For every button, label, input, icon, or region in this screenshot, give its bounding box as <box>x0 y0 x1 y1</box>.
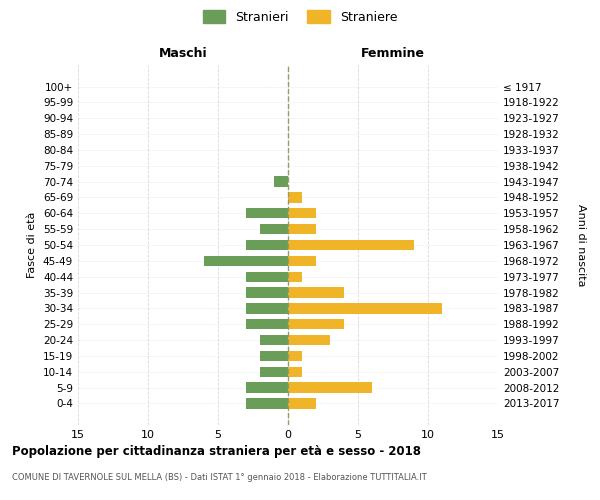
Bar <box>246 240 288 250</box>
Bar <box>288 192 302 202</box>
Text: Femmine: Femmine <box>361 47 425 60</box>
Legend: Stranieri, Straniere: Stranieri, Straniere <box>199 6 401 28</box>
Bar <box>288 335 330 345</box>
Bar <box>288 319 344 330</box>
Bar <box>246 382 288 393</box>
Bar <box>288 256 316 266</box>
Bar <box>288 240 414 250</box>
Bar <box>246 303 288 314</box>
Text: COMUNE DI TAVERNOLE SUL MELLA (BS) - Dati ISTAT 1° gennaio 2018 - Elaborazione T: COMUNE DI TAVERNOLE SUL MELLA (BS) - Dat… <box>12 472 427 482</box>
Bar <box>288 208 316 218</box>
Y-axis label: Anni di nascita: Anni di nascita <box>576 204 586 286</box>
Bar <box>246 272 288 282</box>
Bar <box>260 351 288 361</box>
Bar <box>288 366 302 377</box>
Bar <box>288 288 344 298</box>
Bar <box>260 366 288 377</box>
Bar <box>288 382 372 393</box>
Bar <box>288 224 316 234</box>
Bar <box>246 288 288 298</box>
Bar <box>288 351 302 361</box>
Bar <box>204 256 288 266</box>
Bar <box>260 335 288 345</box>
Y-axis label: Fasce di età: Fasce di età <box>28 212 37 278</box>
Bar <box>288 303 442 314</box>
Bar <box>274 176 288 187</box>
Bar <box>260 224 288 234</box>
Bar <box>288 398 316 408</box>
Text: Popolazione per cittadinanza straniera per età e sesso - 2018: Popolazione per cittadinanza straniera p… <box>12 445 421 458</box>
Text: Maschi: Maschi <box>158 47 208 60</box>
Bar <box>246 208 288 218</box>
Bar <box>288 272 302 282</box>
Bar <box>246 398 288 408</box>
Bar <box>246 319 288 330</box>
